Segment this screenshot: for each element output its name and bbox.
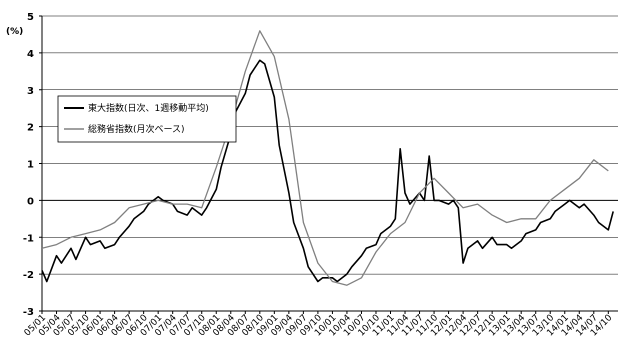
legend: 東大指数(日次、1週移動平均) 総務省指数(月次ベース) bbox=[57, 95, 237, 143]
y-tick-label-0: -3 bbox=[23, 307, 34, 318]
y-tick-label-5: 2 bbox=[27, 123, 34, 134]
x-tick-labels: 05/0105/0405/0705/1006/0106/0406/0706/10… bbox=[23, 311, 615, 338]
series-lines bbox=[41, 30, 614, 286]
y-tick-label-7: 4 bbox=[27, 49, 34, 60]
y-tick-labels: -3 -2 -1 0 1 2 3 4 5 bbox=[23, 12, 42, 318]
gridlines bbox=[42, 15, 618, 312]
y-tick-label-3: 0 bbox=[27, 196, 34, 207]
y-tick-label-2: -1 bbox=[23, 233, 34, 244]
series-line-0 bbox=[41, 59, 614, 283]
y-tick-label-1: -2 bbox=[23, 270, 34, 281]
unit-label: (%) bbox=[6, 27, 23, 37]
series-line-1 bbox=[41, 30, 609, 286]
legend-label-todai: 東大指数(日次、1週移動平均) bbox=[88, 102, 209, 114]
legend-box bbox=[57, 95, 237, 143]
y-tick-label-6: 3 bbox=[27, 86, 34, 97]
y-tick-label-4: 1 bbox=[27, 160, 34, 171]
legend-label-soumu: 総務省指数(月次ベース) bbox=[88, 123, 185, 135]
y-tick-label-8: 5 bbox=[27, 12, 34, 23]
